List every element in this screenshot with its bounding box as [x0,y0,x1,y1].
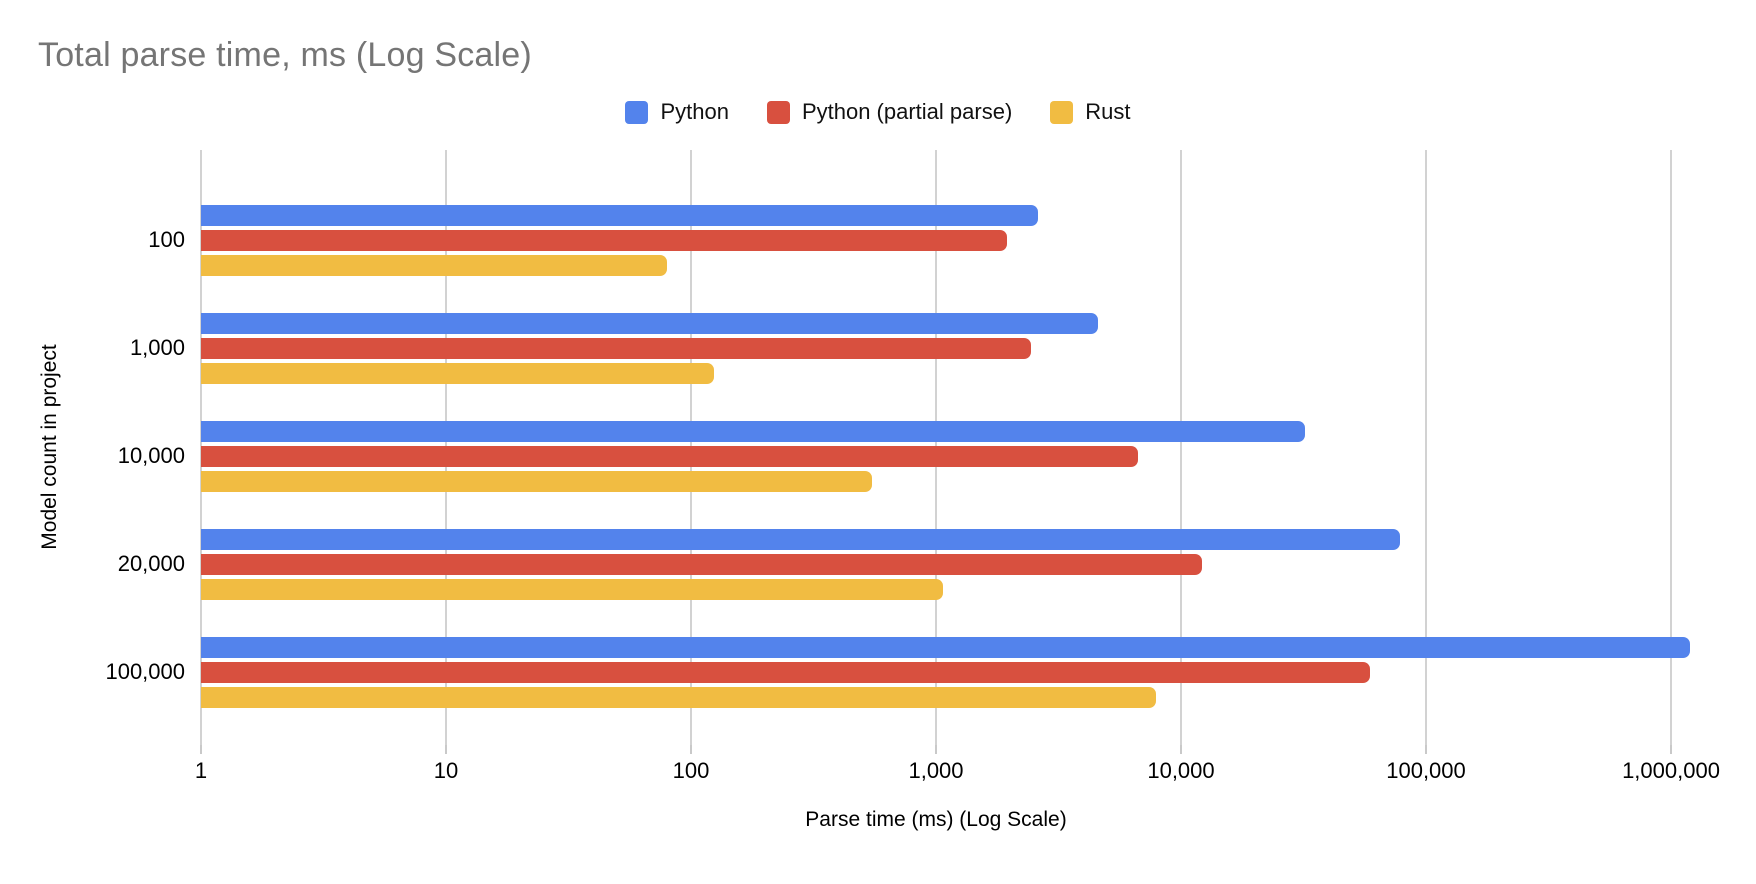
bar-rust-10000 [201,470,873,492]
x-axis-title: Parse time (ms) (Log Scale) [805,808,1067,831]
legend-item-2: Python (partial parse) [766,99,1013,125]
bar-rust-100 [201,254,668,276]
x-axis-tick [1180,745,1182,754]
x-tick-label: 1 [194,758,208,783]
bar-python-20000 [201,528,1400,550]
gridline [1180,150,1182,745]
y-category-label: 100,000 [105,659,185,684]
x-axis-tick [445,745,447,754]
legend-swatch-icon [1050,100,1074,124]
x-axis-tick [690,745,692,754]
plot-area [200,150,1691,754]
bar-rust-20000 [201,578,944,600]
y-category-label: 20,000 [117,551,185,576]
legend-swatch-icon [625,100,649,124]
y-category-label: 10,000 [117,443,185,468]
chart-title: Total parse time, ms (Log Scale) [38,36,532,74]
x-tick-label: 10 [433,758,459,783]
x-axis-tick [1425,745,1427,754]
y-category-label: 100 [148,227,185,252]
y-category-label: 1,000 [129,335,185,360]
bar-python-partial-parse-1000 [201,337,1032,359]
x-tick-label: 100 [672,758,710,783]
bar-python-100000 [201,636,1691,658]
x-axis-tick [1670,745,1672,754]
bar-python-partial-parse-100000 [201,661,1370,683]
x-tick-label: 1,000 [908,758,964,783]
bar-python-partial-parse-20000 [201,553,1203,575]
bar-python-10000 [201,420,1305,442]
bar-rust-1000 [201,362,714,384]
legend-label: Rust [1085,99,1131,124]
x-tick-label: 100,000 [1386,758,1466,783]
gridline [1425,150,1427,745]
legend-item-3: Rust [1050,99,1131,125]
bar-python-partial-parse-100 [201,229,1008,251]
x-tick-label: 1,000,000 [1622,758,1720,783]
legend-swatch-icon [766,100,790,124]
x-tick-label: 10,000 [1147,758,1215,783]
legend-label: Python (partial parse) [801,99,1013,124]
bar-python-100 [201,204,1038,226]
bar-python-1000 [201,312,1099,334]
gridline [1670,150,1672,745]
bar-rust-100000 [201,686,1156,708]
legend-item-1: Python [625,99,729,125]
legend-label: Python [660,99,729,124]
x-axis-tick [935,745,937,754]
bar-python-partial-parse-10000 [201,445,1139,467]
x-axis-tick [200,745,202,754]
legend: Python Python (partial parse) Rust [0,99,1756,125]
